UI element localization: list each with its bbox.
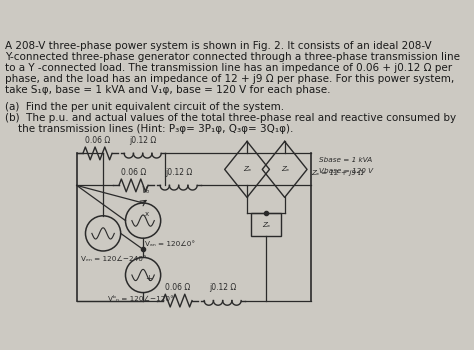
Text: Vₒ: Vₒ: [141, 186, 150, 195]
Text: Vᵇₙ = 120∠−120°: Vᵇₙ = 120∠−120°: [108, 296, 173, 302]
Text: j0.12 Ω: j0.12 Ω: [129, 135, 156, 145]
Text: 0.06 Ω: 0.06 Ω: [121, 168, 146, 177]
Text: x: x: [145, 211, 149, 217]
Text: 0.06 Ω: 0.06 Ω: [165, 283, 190, 292]
Text: j0.12 Ω: j0.12 Ω: [165, 168, 192, 177]
Text: to a Y -connected load. The transmission line has an impedance of 0.06 + j0.12 Ω: to a Y -connected load. The transmission…: [6, 63, 453, 73]
Text: j0.12 Ω: j0.12 Ω: [209, 283, 237, 292]
Text: Vbase = 120 V: Vbase = 120 V: [319, 168, 373, 174]
Text: A 208-V three-phase power system is shown in Fig. 2. It consists of an ideal 208: A 208-V three-phase power system is show…: [6, 41, 432, 51]
Text: Zₐ = 12 + j9 Ω: Zₐ = 12 + j9 Ω: [311, 170, 364, 176]
Text: phase, and the load has an impedance of 12 + j9 Ω per phase. For this power syst: phase, and the load has an impedance of …: [6, 74, 455, 84]
Text: Zₐ: Zₐ: [281, 166, 289, 173]
Text: Vₐₙ = 120∠0°: Vₐₙ = 120∠0°: [145, 241, 195, 247]
Text: Vₑₙ = 120∠−240°: Vₑₙ = 120∠−240°: [81, 256, 146, 262]
Text: +: +: [145, 274, 152, 283]
Text: the transmission lines (Hint: P₃φ= 3P₁φ, Q₃φ= 3Q₁φ).: the transmission lines (Hint: P₃φ= 3P₁φ,…: [18, 124, 294, 134]
Text: 0.06 Ω: 0.06 Ω: [85, 135, 110, 145]
Text: Zₐ: Zₐ: [243, 166, 251, 173]
Text: (b)  The p.u. and actual values of the total three-phase real and reactive consu: (b) The p.u. and actual values of the to…: [6, 113, 456, 124]
Text: Sbase = 1 kVA: Sbase = 1 kVA: [319, 158, 372, 163]
Text: take S₁φ, base = 1 kVA and V₁φ, base = 120 V for each phase.: take S₁φ, base = 1 kVA and V₁φ, base = 1…: [6, 85, 331, 95]
Text: (a)  Find the per unit equivalent circuit of the system.: (a) Find the per unit equivalent circuit…: [6, 102, 284, 112]
Text: Zₐ: Zₐ: [262, 222, 270, 228]
Text: Y-connected three-phase generator connected through a three-phase transmission l: Y-connected three-phase generator connec…: [6, 52, 461, 62]
